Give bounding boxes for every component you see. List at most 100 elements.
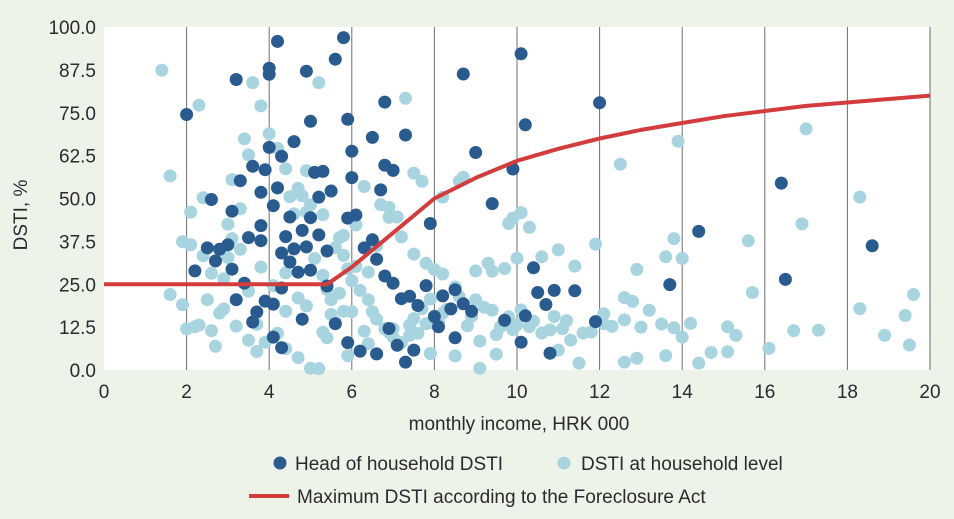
household-dsti-point bbox=[423, 347, 437, 360]
head-dsti-point bbox=[271, 34, 284, 48]
household-dsti-point bbox=[613, 157, 627, 171]
head-dsti-point bbox=[279, 230, 293, 244]
series-max-dsti-line bbox=[104, 93, 931, 287]
household-dsti-point bbox=[246, 76, 260, 90]
household-dsti-point bbox=[312, 76, 326, 90]
head-dsti-point bbox=[774, 176, 788, 190]
head-dsti-point bbox=[365, 130, 379, 144]
household-dsti-point bbox=[469, 264, 483, 278]
household-dsti-point bbox=[675, 330, 689, 344]
household-dsti-point bbox=[423, 292, 437, 306]
household-dsti-point bbox=[729, 328, 743, 342]
head-dsti-point bbox=[370, 252, 384, 266]
head-dsti-point bbox=[287, 135, 301, 149]
household-dsti-point bbox=[853, 190, 867, 204]
head-dsti-point bbox=[663, 278, 677, 292]
y-axis-ticks: 0.0 12.5 25.0 37.5 50.0 62.5 75.0 87.5 100.0 bbox=[48, 18, 96, 382]
household-dsti-point bbox=[448, 349, 462, 363]
x-tick-label: 6 bbox=[347, 382, 358, 403]
household-dsti-point bbox=[617, 313, 631, 327]
household-dsti-point bbox=[481, 256, 495, 270]
head-dsti-point bbox=[568, 284, 582, 298]
head-dsti-point bbox=[229, 73, 243, 86]
head-dsti-point bbox=[328, 52, 342, 66]
household-dsti-point bbox=[279, 266, 293, 280]
max-dsti-line bbox=[104, 93, 931, 287]
head-dsti-point bbox=[485, 197, 499, 211]
household-dsti-point bbox=[308, 252, 322, 265]
household-dsti-point bbox=[853, 302, 867, 316]
household-dsti-point bbox=[283, 190, 297, 204]
head-dsti-point bbox=[436, 289, 450, 303]
household-dsti-point bbox=[316, 208, 330, 222]
household-dsti-point bbox=[667, 232, 681, 246]
household-dsti-point bbox=[291, 181, 305, 195]
head-dsti-point bbox=[316, 164, 330, 178]
household-dsti-point bbox=[514, 206, 528, 220]
head-dsti-point bbox=[312, 228, 326, 242]
head-dsti-point bbox=[448, 331, 462, 345]
head-dsti-point bbox=[357, 241, 371, 255]
household-dsti-point bbox=[262, 127, 276, 141]
household-dsti-point bbox=[878, 328, 892, 342]
head-dsti-point bbox=[403, 289, 417, 303]
household-dsti-point bbox=[291, 291, 305, 305]
household-dsti-point bbox=[597, 307, 611, 321]
head-dsti-point bbox=[778, 272, 792, 286]
x-axis-title: monthly income, HRK 000 bbox=[409, 414, 630, 435]
household-dsti-point bbox=[250, 345, 264, 358]
household-dsti-point bbox=[345, 274, 359, 288]
household-dsti-point bbox=[299, 299, 313, 313]
head-dsti-point bbox=[365, 233, 379, 247]
head-dsti-point bbox=[349, 208, 363, 222]
household-dsti-point bbox=[204, 324, 218, 338]
head-dsti-point bbox=[304, 263, 317, 277]
x-tick-label: 8 bbox=[429, 382, 440, 403]
y-tick-label: 25.0 bbox=[59, 275, 96, 296]
y-tick-label: 75.0 bbox=[59, 104, 96, 125]
household-dsti-point bbox=[254, 99, 268, 113]
head-dsti-point bbox=[250, 305, 264, 319]
household-dsti-point bbox=[242, 148, 255, 162]
household-dsti-point bbox=[229, 319, 243, 333]
household-dsti-point bbox=[659, 250, 673, 264]
household-dsti-point bbox=[795, 217, 809, 231]
x-tick-label: 14 bbox=[672, 382, 694, 403]
household-dsti-point bbox=[192, 98, 206, 112]
household-dsti-point bbox=[510, 251, 524, 265]
household-dsti-point bbox=[337, 248, 350, 262]
head-dsti-point bbox=[345, 144, 359, 158]
household-dsti-point bbox=[787, 324, 801, 338]
head-dsti-point bbox=[531, 286, 545, 299]
household-dsti-point bbox=[345, 305, 359, 319]
household-dsti-point bbox=[655, 317, 669, 331]
x-tick-label: 2 bbox=[181, 382, 192, 403]
x-tick-label: 0 bbox=[99, 382, 110, 403]
head-dsti-point bbox=[543, 346, 557, 360]
household-dsti-point bbox=[184, 205, 198, 219]
household-dsti-point bbox=[560, 314, 574, 328]
head-dsti-point bbox=[200, 241, 214, 255]
legend-marker-household bbox=[557, 456, 571, 470]
household-dsti-point bbox=[217, 272, 231, 286]
head-dsti-point bbox=[275, 246, 289, 260]
household-dsti-point bbox=[233, 242, 247, 256]
household-dsti-point bbox=[721, 320, 735, 334]
head-dsti-point bbox=[399, 355, 412, 369]
head-dsti-point bbox=[304, 114, 317, 128]
household-dsti-point bbox=[812, 323, 825, 337]
head-dsti-point bbox=[353, 344, 367, 358]
household-dsti-point bbox=[799, 122, 813, 136]
household-dsti-point bbox=[341, 349, 355, 363]
household-dsti-point bbox=[630, 351, 644, 365]
household-dsti-point bbox=[279, 304, 293, 318]
y-axis-title: DSTI, % bbox=[11, 180, 32, 251]
household-dsti-point bbox=[382, 210, 396, 224]
legend: Head of household DSTI DSTI at household… bbox=[249, 454, 783, 508]
head-dsti-point bbox=[865, 239, 879, 253]
head-dsti-point bbox=[527, 261, 540, 275]
head-dsti-point bbox=[209, 254, 222, 268]
household-dsti-point bbox=[741, 234, 755, 248]
series-head-of-household-dsti bbox=[180, 31, 879, 369]
